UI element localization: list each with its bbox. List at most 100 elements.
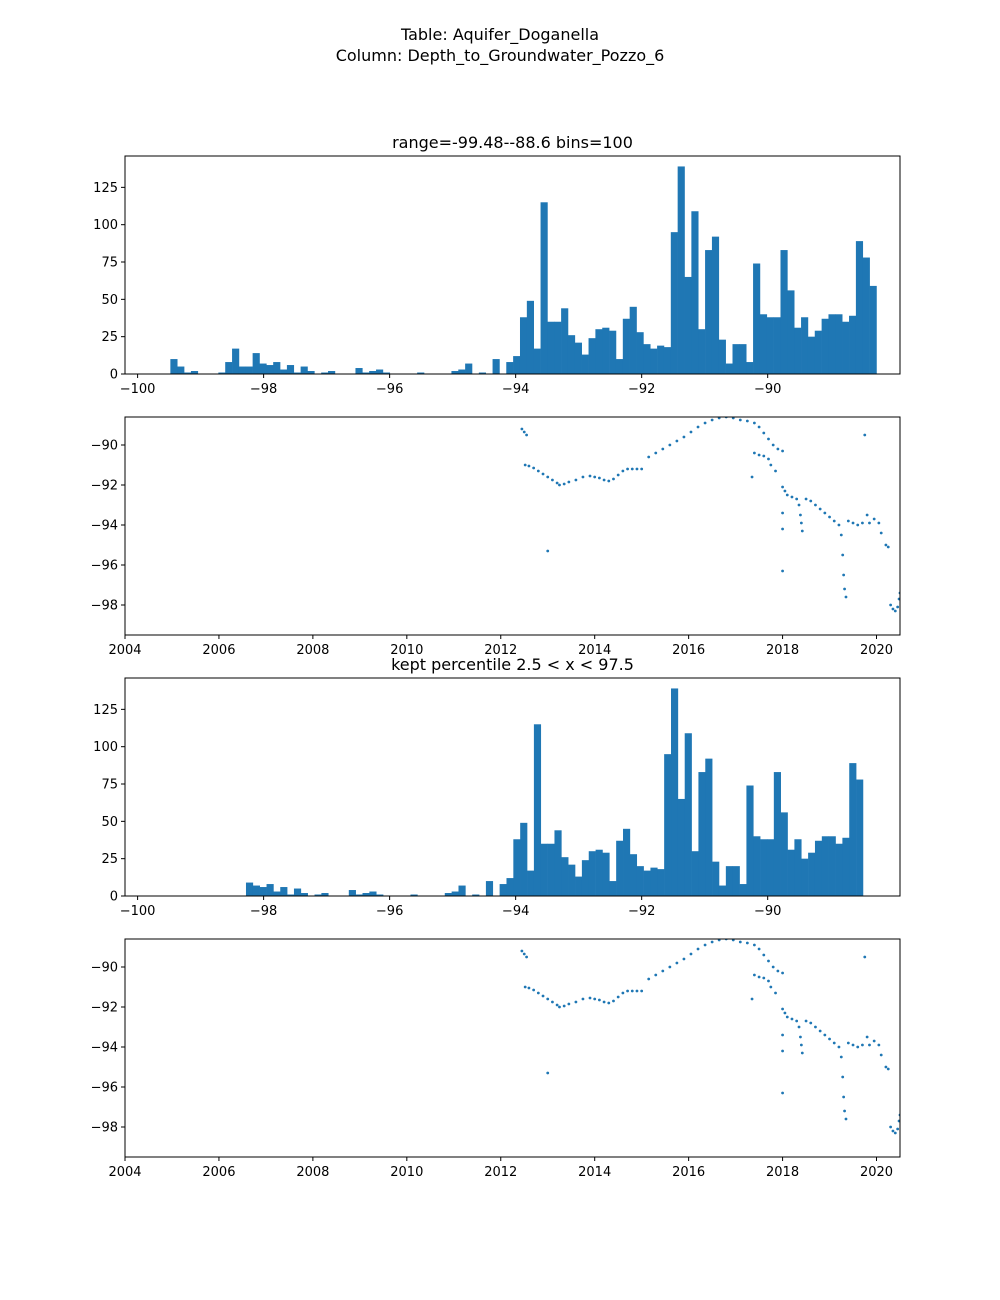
- scatter-point: [877, 1043, 881, 1047]
- histogram-bar: [225, 362, 233, 374]
- scatter-point: [668, 965, 672, 969]
- y-tick-label: 0: [110, 890, 118, 905]
- scatter-point: [536, 991, 540, 995]
- scatter-point: [767, 457, 770, 461]
- histogram-bar: [622, 318, 630, 374]
- x-tick-label: 2008: [296, 643, 329, 658]
- scatter-point: [762, 454, 766, 458]
- histogram-bar: [410, 894, 418, 896]
- scatter-point: [536, 469, 540, 473]
- histogram-bar: [382, 372, 391, 374]
- histogram-bar: [362, 372, 370, 374]
- histogram-bar: [718, 339, 726, 374]
- scatter-point: [710, 940, 714, 944]
- scatter-point: [865, 513, 869, 517]
- scatter-point: [745, 419, 749, 423]
- scatter-point: [774, 469, 777, 473]
- x-tick-label: 2016: [672, 643, 705, 658]
- x-tick-label: −100: [120, 382, 156, 397]
- histogram-bar: [671, 688, 679, 896]
- histogram-bar: [739, 344, 747, 374]
- histogram-bar: [718, 885, 727, 896]
- scatter-point: [541, 472, 545, 476]
- scatter-point: [843, 1109, 846, 1113]
- scatter-point: [703, 421, 707, 425]
- histogram-bar: [568, 864, 576, 896]
- histogram-bar: [252, 353, 260, 374]
- scatter-point: [781, 1007, 784, 1011]
- scatter-point: [558, 1005, 561, 1009]
- chart-panel-3: −100 −98 −96 −94 −92 −90 0 25 50 75 100 125 kept per…: [93, 655, 901, 919]
- scatter-point: [839, 1055, 843, 1059]
- histogram-bar: [855, 241, 864, 374]
- scatter-point: [781, 527, 784, 531]
- scatter-point: [527, 986, 531, 990]
- scatter-point: [546, 997, 550, 1001]
- scatter-point: [889, 1125, 893, 1129]
- scatter-point: [842, 573, 846, 577]
- x-tick-label: −96: [376, 382, 403, 397]
- x-tick-label: −90: [754, 382, 781, 397]
- histogram-bar: [177, 366, 185, 374]
- scatter-point: [593, 997, 597, 1001]
- scatter-point: [661, 969, 665, 973]
- histogram-bar: [746, 362, 754, 374]
- scatter-point: [795, 1019, 799, 1023]
- histogram-bar: [650, 867, 658, 896]
- scatter-point: [800, 1051, 804, 1055]
- x-tick-label: 2008: [296, 1165, 329, 1180]
- x-tick-label: 2014: [578, 1165, 611, 1180]
- y-tick-label: −98: [91, 1121, 118, 1136]
- x-tick-label: 2006: [202, 643, 235, 658]
- histogram-bar: [321, 372, 329, 374]
- scatter-point: [626, 467, 629, 471]
- scatter-point: [635, 467, 639, 471]
- histogram-bar: [190, 371, 199, 374]
- histogram-bar: [540, 202, 548, 374]
- scatter-point: [731, 939, 735, 942]
- histogram-bar: [499, 884, 507, 896]
- scatter-point: [668, 443, 672, 447]
- histogram-bar: [766, 317, 774, 374]
- histogram-bar: [711, 236, 720, 374]
- histogram-bar: [588, 338, 596, 374]
- y-tick-label: −92: [91, 479, 118, 494]
- scatter-point: [799, 521, 803, 525]
- scatter-point: [703, 943, 707, 947]
- scatter-point: [879, 531, 883, 535]
- histogram-bar: [376, 894, 384, 896]
- scatter-point: [804, 497, 808, 501]
- histogram-bar: [746, 785, 754, 896]
- histogram-bar: [554, 321, 562, 374]
- histogram-bar: [581, 860, 590, 896]
- histogram-bar: [595, 329, 603, 374]
- histogram-bar: [485, 881, 494, 896]
- scatter-point: [607, 479, 611, 483]
- histogram-bar: [773, 317, 781, 374]
- scatter-point: [837, 523, 841, 527]
- scatter-point: [689, 952, 693, 956]
- histogram-bar: [458, 885, 466, 896]
- histogram-bar: [554, 830, 562, 896]
- histogram-bar: [664, 754, 672, 896]
- x-tick-label: −94: [502, 382, 529, 397]
- chart-title: range=-99.48--88.6 bins=100: [392, 133, 633, 152]
- scatter-point: [593, 475, 597, 479]
- scatter-point: [562, 482, 566, 486]
- axes-frame: [124, 677, 901, 897]
- histogram-bar: [725, 363, 733, 374]
- histogram-bar: [643, 870, 651, 896]
- histogram-bar: [739, 884, 747, 896]
- histogram-bar: [252, 885, 260, 896]
- scatter-point: [567, 1002, 571, 1006]
- histogram-bar: [238, 366, 247, 374]
- scatter-point: [551, 478, 554, 482]
- scatter-point: [872, 1039, 876, 1043]
- scatter-point: [891, 607, 895, 611]
- scatter-point: [781, 511, 784, 515]
- histogram-bar: [533, 724, 542, 896]
- histogram-bar: [280, 887, 288, 896]
- scatter-point: [769, 463, 773, 467]
- histogram-bar: [842, 321, 850, 374]
- histogram-bar: [444, 893, 452, 896]
